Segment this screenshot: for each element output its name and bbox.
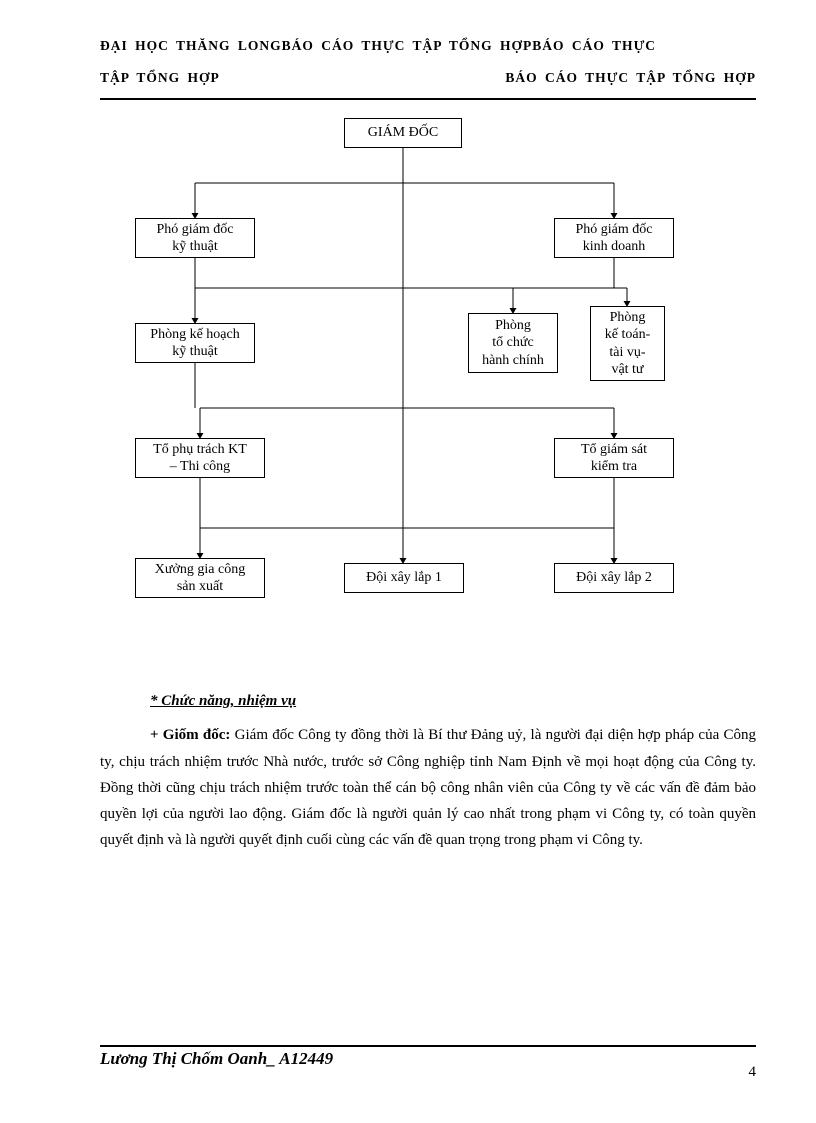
header-line-1: ĐẠI HỌC THĂNG LONGBÁO CÁO THỰC TẬP TỔNG …	[100, 38, 756, 54]
node-doi2: Đội xây lắp 2	[554, 563, 674, 593]
node-to_gs_kt: Tổ giám sátkiểm tra	[554, 438, 674, 478]
para1-rest: Giám đốc Công ty đồng thời là Bí thư Đản…	[100, 727, 756, 848]
page-number: 4	[749, 1064, 757, 1081]
body-text: * Chức năng, nhiệm vụ + Giốm đốc: Giám đ…	[100, 688, 756, 854]
header-rule	[100, 98, 756, 100]
org-chart: GIÁM ĐỐC Phó giám đốckỹ thuật Phó giám đốc…	[100, 108, 714, 648]
footer-author: Lương Thị Chốm Oanh_ A12449	[100, 1049, 756, 1069]
node-to_pt_kt: Tổ phụ trách KT– Thi công	[135, 438, 265, 478]
footer-rule	[100, 1045, 756, 1047]
node-doi1: Đội xây lắp 1	[344, 563, 464, 593]
header-line-2: TẬP TỔNG HỢP BÁO CÁO THỰC TẬP TỔNG HỢP	[100, 70, 756, 86]
node-phong_ktvt: Phòngkế toán-tài vụ-vật tư	[590, 306, 665, 381]
node-pgd_kd: Phó giám đốckinh doanh	[554, 218, 674, 258]
node-phong_tchc: Phòngtổ chứchành chính	[468, 313, 558, 373]
node-pgd_kt: Phó giám đốckỹ thuật	[135, 218, 255, 258]
node-phong_khkt: Phòng kế hoạchkỹ thuật	[135, 323, 255, 363]
paragraph-1: + Giốm đốc: Giám đốc Công ty đồng thời l…	[100, 722, 756, 853]
header-line-2-right: BÁO CÁO THỰC TẬP TỔNG HỢP	[505, 70, 756, 86]
footer: Lương Thị Chốm Oanh_ A12449	[100, 1045, 756, 1069]
section-heading: * Chức năng, nhiệm vụ	[150, 688, 756, 714]
para1-lead: + Giốm đốc:	[150, 727, 235, 743]
node-xuong: Xưởng gia côngsản xuất	[135, 558, 265, 598]
header-line-2-left: TẬP TỔNG HỢP	[100, 70, 220, 86]
node-giam_doc: GIÁM ĐỐC	[344, 118, 462, 148]
